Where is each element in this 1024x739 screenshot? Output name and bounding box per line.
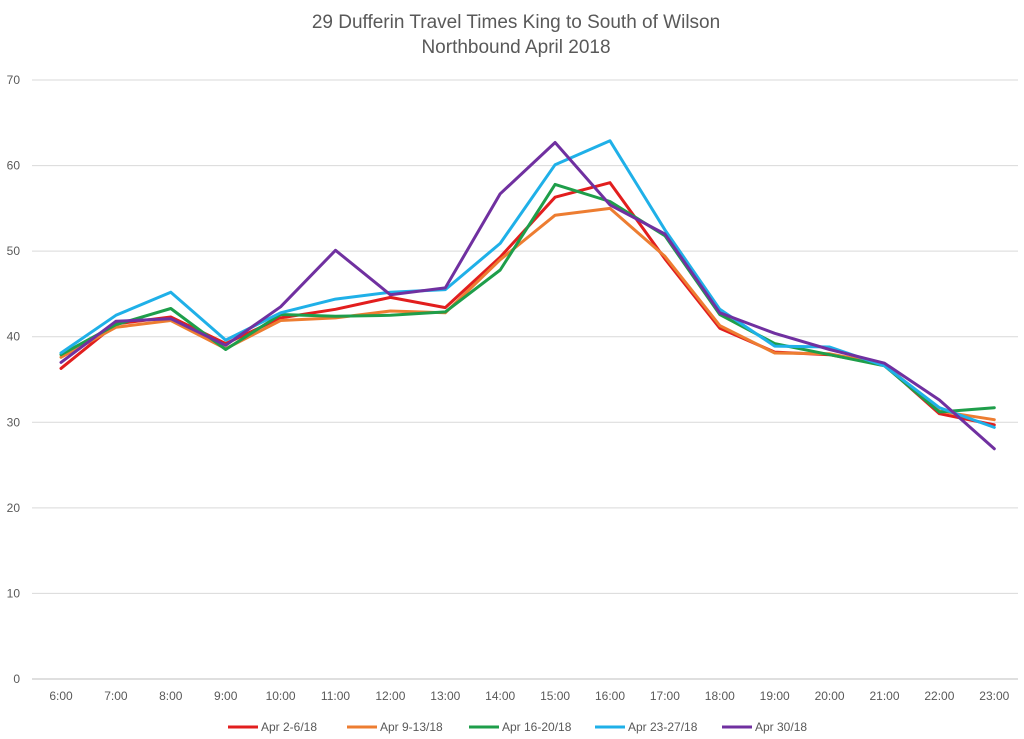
- x-tick-label: 18:00: [705, 689, 735, 703]
- series-line: [59, 139, 996, 429]
- x-tick-label: 8:00: [159, 689, 183, 703]
- y-tick-label: 40: [7, 330, 21, 344]
- y-tick-label: 0: [13, 672, 20, 686]
- x-tick-label: 15:00: [540, 689, 570, 703]
- x-tick-label: 10:00: [266, 689, 296, 703]
- y-tick-label: 10: [7, 586, 21, 600]
- y-tick-label: 20: [7, 501, 21, 515]
- y-axis-ticks: 0 10 20 30 40 50 60 70: [7, 73, 21, 686]
- x-tick-label: 22:00: [924, 689, 954, 703]
- y-tick-label: 70: [7, 73, 21, 87]
- x-tick-label: 19:00: [760, 689, 790, 703]
- legend-label: Apr 16-20/18: [502, 720, 572, 734]
- x-tick-label: 21:00: [869, 689, 899, 703]
- chart-subtitle: Northbound April 2018: [421, 37, 610, 58]
- legend: Apr 2-6/18 Apr 9-13/18 Apr 16-20/18 Apr 23-…: [228, 720, 807, 734]
- series-line: [59, 141, 996, 451]
- chart-title: 29 Dufferin Travel Times King to South o…: [312, 12, 720, 33]
- x-tick-label: 11:00: [321, 689, 350, 703]
- x-tick-label: 9:00: [214, 689, 238, 703]
- x-axis-ticks: 6:00 7:00 8:00 9:00 10:00 11:00 12:00 13:00 14:0…: [49, 689, 1009, 703]
- x-tick-label: 7:00: [104, 689, 128, 703]
- legend-label: Apr 23-27/18: [628, 720, 698, 734]
- x-tick-label: 6:00: [49, 689, 73, 703]
- y-tick-label: 30: [7, 415, 21, 429]
- y-tick-label: 60: [7, 159, 21, 173]
- legend-label: Apr 2-6/18: [261, 720, 317, 734]
- legend-label: Apr 30/18: [755, 720, 807, 734]
- x-tick-label: 16:00: [595, 689, 625, 703]
- series-line: [59, 182, 996, 414]
- x-tick-label: 17:00: [650, 689, 680, 703]
- x-tick-label: 14:00: [485, 689, 515, 703]
- gridlines: [32, 79, 1018, 680]
- series-line: [59, 206, 996, 422]
- x-tick-label: 12:00: [375, 689, 405, 703]
- series-lines: [59, 139, 996, 451]
- x-tick-label: 13:00: [430, 689, 460, 703]
- series-line: [59, 181, 996, 427]
- y-tick-label: 50: [7, 244, 21, 258]
- x-tick-label: 20:00: [815, 689, 845, 703]
- x-tick-label: 23:00: [979, 689, 1009, 703]
- legend-label: Apr 9-13/18: [380, 720, 443, 734]
